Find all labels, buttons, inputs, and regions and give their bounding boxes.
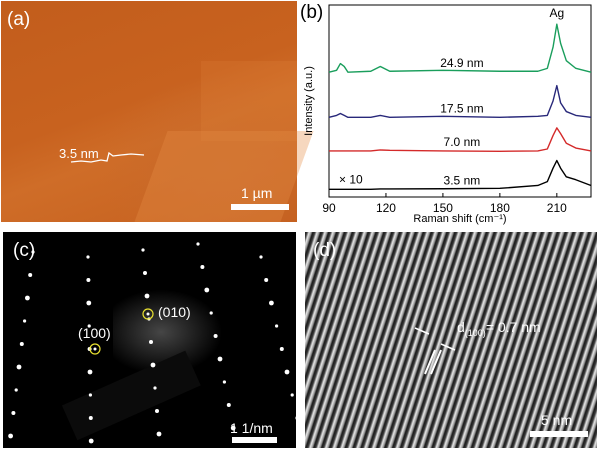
series-line-24-9-nm (328, 23, 592, 73)
scale-bar-label: 5 nm (541, 412, 573, 428)
series-line-17-5-nm (328, 84, 592, 119)
spacing-sub: (100) (464, 327, 486, 338)
series-label: 7.0 nm (444, 135, 481, 149)
diffraction-spot (230, 425, 236, 431)
diffraction-spot (200, 265, 205, 269)
diffraction-spot (88, 393, 92, 397)
afm-terrace (201, 61, 297, 141)
diffraction-spot (87, 369, 93, 375)
diffraction-spot (155, 409, 159, 413)
lattice-fringes (305, 232, 597, 448)
spot-circle-010 (142, 308, 154, 320)
spacing-value: = 0.7 nm (485, 319, 541, 335)
series-line-7-0-nm (329, 127, 592, 153)
x-tick-label: 180 (490, 201, 510, 215)
spacing-marker (414, 327, 456, 375)
diffraction-spot (25, 295, 30, 301)
afm-image-panel: (a) 3.5 nm 1 µm (1, 1, 314, 222)
spot-label-010: (010) (158, 304, 191, 320)
diffraction-spot (269, 300, 274, 306)
diffraction-spot (264, 278, 269, 282)
diffraction-spot (209, 311, 213, 315)
diffraction-spot (86, 255, 90, 259)
x-tick-label: 150 (433, 201, 453, 215)
indexed-spot (93, 347, 97, 351)
diffraction-spot (275, 324, 279, 328)
peak-label-ag: Ag (549, 6, 564, 20)
diffraction-spots (8, 242, 296, 444)
diffraction-spot (290, 393, 294, 397)
diffraction-spot (141, 248, 145, 252)
panel-label-a: (a) (7, 9, 31, 30)
diffraction-spot (144, 293, 150, 299)
diffraction-spot (153, 386, 157, 390)
diffraction-spot (19, 342, 24, 346)
indexed-spot (146, 312, 150, 316)
diffraction-spot (217, 356, 223, 362)
series-line-3-5-nm (329, 159, 592, 191)
x-tick-label: 90 (322, 201, 336, 215)
diffraction-spot (86, 278, 91, 282)
spot-circle-100 (89, 343, 101, 355)
diffraction-spot (88, 416, 93, 420)
spacing-prefix: d (457, 319, 465, 335)
raman-chart-panel: (b) 90 120 150 180 210 Raman shift (cm⁻¹) Inte… (300, 0, 600, 225)
diffraction-spot (295, 416, 296, 420)
x-axis-label: Raman shift (cm⁻¹) (413, 213, 506, 225)
diffraction-spot (8, 433, 13, 439)
diffraction-spot (31, 250, 35, 254)
scale-bar (530, 431, 588, 437)
diffraction-spot (14, 388, 18, 392)
diffraction-spot (222, 380, 226, 384)
series-label: 24.9 nm (440, 56, 483, 70)
diffraction-spot (28, 273, 33, 277)
diffraction-pattern-panel: (c) (100) (010) 1 1/nm (3, 232, 296, 448)
plot-frame (328, 4, 592, 198)
scale-bar-label: 1 1/nm (230, 420, 273, 436)
panel-label-b: (b) (300, 2, 324, 23)
height-annotation: 3.5 nm (59, 146, 99, 161)
scale-bar (231, 204, 289, 210)
raman-chart: 90 120 150 180 210 Raman shift (cm⁻¹) Intensit… (303, 4, 592, 225)
scale-bar-label: 1 µm (241, 185, 273, 201)
diffraction-spot (88, 438, 94, 444)
diffraction-spot (284, 369, 290, 375)
diffraction-spot (213, 334, 218, 338)
y-axis-label: Intensity (a.u.) (303, 66, 315, 136)
diffraction-spot (196, 242, 200, 246)
diffraction-spot (279, 347, 284, 351)
panel-label-d: (d) (313, 240, 337, 261)
spot-label-100: (100) (78, 325, 111, 341)
diffraction-spot (259, 255, 263, 259)
scale-bar (232, 437, 277, 443)
diffraction-spot (16, 364, 22, 370)
series-label: 17.5 nm (440, 101, 483, 115)
diffraction-spot (149, 340, 153, 344)
diffraction-spot (150, 362, 156, 368)
diffraction-spot (143, 271, 147, 275)
diffraction-spot (11, 411, 16, 415)
x-tick-label: 120 (376, 201, 396, 215)
diffraction-spot (87, 324, 91, 328)
diffraction-spot (86, 300, 92, 306)
spacing-annotation: d(100)= 0.7 nm (457, 319, 541, 338)
panel-label-c: (c) (13, 240, 36, 261)
diffraction-spot (23, 319, 27, 323)
series-label: 3.5 nm (444, 173, 481, 187)
scale-factor-label: × 10 (339, 172, 363, 186)
diffraction-spot (204, 287, 210, 293)
hrtem-image-panel: (d) d(100)= 0.7 nm 5 nm (305, 232, 597, 448)
diffraction-spot (226, 403, 231, 407)
height-profile (70, 151, 145, 163)
x-tick-label: 210 (547, 201, 567, 215)
diffraction-spot (156, 431, 162, 437)
